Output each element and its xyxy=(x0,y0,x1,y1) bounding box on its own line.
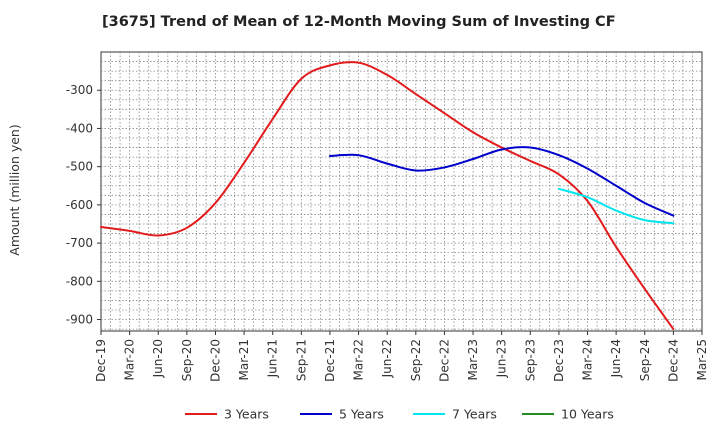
x-tick-label: Jun-21 xyxy=(266,339,280,378)
x-tick-label: Dec-23 xyxy=(552,339,566,382)
series-line-7-years xyxy=(557,187,675,225)
legend[interactable]: 3 Years 5 Years 7 Years 10 Years xyxy=(185,407,614,422)
x-tick-label: Jun-23 xyxy=(495,339,509,378)
x-tick-label: Jun-22 xyxy=(380,339,394,378)
y-tick-label: -400 xyxy=(66,121,93,135)
x-tick-label: Dec-22 xyxy=(437,339,451,382)
x-tick-label: Mar-20 xyxy=(123,339,137,380)
x-tick-label: Mar-23 xyxy=(466,339,480,380)
x-tick-label: Jun-20 xyxy=(151,339,165,378)
x-tick-label: Sep-23 xyxy=(523,339,537,381)
x-tick-label: Dec-19 xyxy=(94,339,108,382)
legend-label: 7 Years xyxy=(452,407,497,422)
legend-label: 10 Years xyxy=(561,407,614,422)
legend-item-10-years[interactable]: 10 Years xyxy=(522,407,614,422)
plot-area xyxy=(100,51,703,332)
x-axis: Dec-19 Mar-20 Jun-20 Sep-20 Dec-20 Mar-21 Jun-… xyxy=(94,331,709,382)
legend-label: 3 Years xyxy=(224,407,269,422)
x-tick-label: Dec-20 xyxy=(208,339,222,382)
legend-item-5-years[interactable]: 5 Years xyxy=(300,407,384,422)
series-line-3-years xyxy=(100,61,675,331)
y-tick-label: -900 xyxy=(66,313,93,327)
y-tick-label: -500 xyxy=(66,160,93,174)
chart-title: [3675] Trend of Mean of 12-Month Moving … xyxy=(102,14,616,30)
x-tick-label: Sep-24 xyxy=(638,339,652,381)
legend-item-7-years[interactable]: 7 Years xyxy=(413,407,497,422)
y-axis: -300 -400 -500 -600 -700 -800 -900 xyxy=(66,83,101,327)
x-tick-label: Mar-25 xyxy=(695,339,709,380)
x-tick-label: Sep-20 xyxy=(180,339,194,381)
x-tick-label: Mar-21 xyxy=(237,339,251,380)
legend-label: 5 Years xyxy=(339,407,384,422)
y-tick-label: -800 xyxy=(66,274,93,288)
y-tick-label: -300 xyxy=(66,83,93,97)
x-tick-label: Sep-21 xyxy=(294,339,308,381)
x-tick-label: Dec-24 xyxy=(666,339,680,382)
y-tick-label: -600 xyxy=(66,198,93,212)
y-axis-label: Amount (million yen) xyxy=(7,124,22,255)
plot-frame xyxy=(100,51,703,332)
x-tick-label: Mar-24 xyxy=(581,339,595,380)
x-tick-label: Dec-21 xyxy=(323,339,337,382)
x-tick-label: Mar-22 xyxy=(352,339,366,380)
x-tick-label: Sep-22 xyxy=(409,339,423,381)
legend-item-3-years[interactable]: 3 Years xyxy=(185,407,269,422)
x-tick-label: Jun-24 xyxy=(609,339,623,378)
series-line-5-years xyxy=(328,146,675,217)
series-lines xyxy=(100,61,675,331)
y-tick-label: -700 xyxy=(66,236,93,250)
